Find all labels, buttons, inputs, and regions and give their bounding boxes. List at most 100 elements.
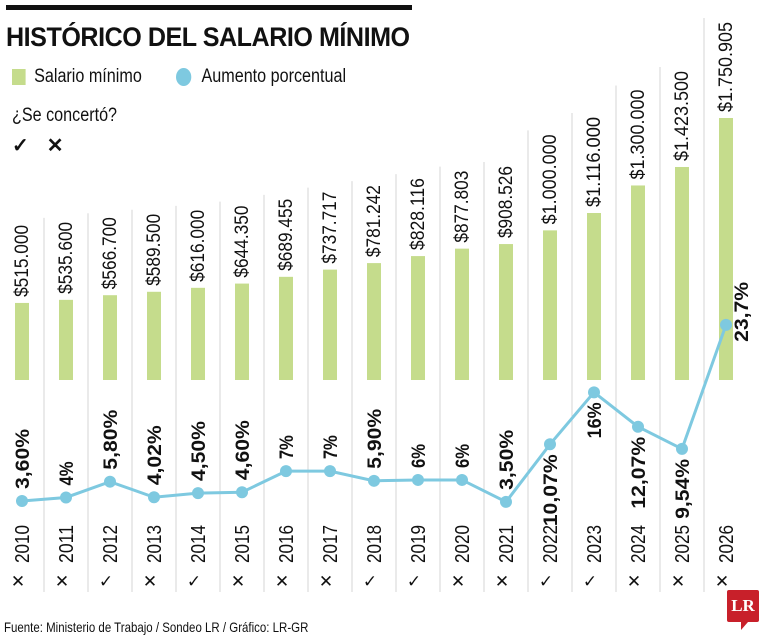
point-2026	[720, 318, 732, 331]
bar-2020	[455, 248, 469, 380]
point-2018	[368, 474, 380, 487]
lr-logo: LR	[727, 590, 759, 630]
point-2013	[148, 491, 160, 504]
bar-label-2024: $1.300.000	[628, 89, 649, 179]
bar-label-2021: $908.526	[496, 166, 517, 238]
top-rule	[6, 5, 412, 10]
cross-icon: ✕	[319, 572, 333, 592]
bar-2019	[411, 256, 425, 380]
legend-item-aumento: Aumento porcentual	[176, 66, 346, 88]
year-label-2017: 2017	[320, 525, 342, 563]
legend-label: Aumento porcentual	[201, 66, 347, 87]
year-label-2018: 2018	[364, 525, 386, 563]
chart-title: HISTÓRICO DEL SALARIO MÍNIMO	[6, 22, 410, 52]
point-2019	[412, 473, 424, 486]
point-2011	[60, 491, 72, 504]
point-2021	[500, 495, 512, 508]
percent-label-2022: 10,07%	[541, 454, 562, 526]
cross-icon: ✕	[55, 572, 69, 592]
bar-label-2026: $1.750.905	[716, 22, 737, 112]
year-label-2019: 2019	[408, 525, 430, 563]
point-2022	[544, 438, 556, 451]
percent-label-2015: 4,60%	[233, 420, 254, 480]
point-2010	[16, 494, 28, 507]
legend-swatch-dot	[176, 68, 192, 86]
check-icon: ✓	[539, 572, 553, 592]
bar-2011	[59, 299, 73, 380]
source-note: Fuente: Ministerio de Trabajo / Sondeo L…	[4, 619, 309, 635]
cross-icon: ✕	[143, 572, 157, 592]
bar-2018	[367, 263, 381, 380]
year-label-2023: 2023	[584, 525, 606, 563]
point-2014	[192, 487, 204, 500]
cross-icon: ✕	[11, 572, 25, 592]
bar-label-2019: $828.116	[408, 178, 429, 250]
point-2012	[104, 475, 116, 488]
cross-icon: ✕	[451, 572, 465, 592]
cross-icon: ✕	[46, 135, 64, 157]
check-icon: ✓	[12, 135, 29, 157]
bar-2014	[191, 287, 205, 380]
bar-2023	[587, 213, 601, 380]
percent-label-2021: 3,50%	[497, 430, 518, 490]
cross-icon: ✕	[627, 572, 641, 592]
point-2023	[588, 386, 600, 399]
cross-icon: ✕	[671, 572, 685, 592]
year-label-2015: 2015	[232, 525, 254, 563]
check-icon: ✓	[363, 572, 377, 592]
percent-label-2017: 7%	[321, 435, 342, 459]
percent-label-2020: 6%	[453, 444, 474, 468]
year-label-2024: 2024	[628, 525, 650, 563]
bar-2010	[15, 302, 29, 380]
concert-key: ✓ ✕	[12, 133, 64, 158]
point-2024	[632, 420, 644, 433]
year-label-2016: 2016	[276, 525, 298, 563]
check-icon: ✓	[187, 572, 201, 592]
legend-swatch-bar	[12, 69, 26, 85]
year-label-2014: 2014	[188, 525, 210, 563]
check-icon: ✓	[99, 572, 113, 592]
point-2016	[280, 465, 292, 478]
bar-label-2020: $877.803	[452, 171, 473, 243]
year-label-2020: 2020	[452, 525, 474, 563]
bar-label-2016: $689.455	[276, 199, 297, 271]
percent-label-2018: 5,90%	[365, 409, 386, 469]
cross-icon: ✕	[715, 572, 729, 592]
percent-label-2013: 4,02%	[145, 425, 166, 485]
bar-2013	[147, 291, 161, 380]
point-2025	[676, 442, 688, 455]
bar-label-2022: $1.000.000	[540, 134, 561, 224]
check-icon: ✓	[407, 572, 421, 592]
bar-label-2023: $1.116.000	[584, 117, 605, 207]
percent-label-2011: 4%	[57, 461, 78, 485]
point-2015	[236, 486, 248, 499]
bar-2025	[675, 166, 689, 380]
bar-label-2025: $1.423.500	[672, 71, 693, 161]
point-2017	[324, 465, 336, 478]
percent-label-2014: 4,50%	[189, 421, 210, 481]
year-label-2013: 2013	[144, 525, 166, 563]
year-label-2025: 2025	[672, 525, 694, 563]
legend-label: Salario mínimo	[34, 66, 142, 87]
year-label-2011: 2011	[56, 525, 78, 563]
bar-2026	[719, 118, 733, 380]
year-label-2021: 2021	[496, 525, 518, 563]
percent-label-2019: 6%	[409, 444, 430, 468]
cross-icon: ✕	[231, 572, 245, 592]
bar-label-2014: $616.000	[188, 210, 209, 282]
bar-2015	[235, 283, 249, 380]
legend-item-salario: Salario mínimo	[12, 66, 142, 88]
year-label-2022: 2022	[540, 525, 562, 563]
year-label-2010: 2010	[12, 525, 34, 563]
bar-2022	[543, 230, 557, 380]
bar-label-2015: $644.350	[232, 206, 253, 278]
check-icon: ✓	[583, 572, 597, 592]
bar-label-2013: $589.500	[144, 214, 165, 286]
year-label-2012: 2012	[100, 525, 122, 563]
bar-label-2018: $781.242	[364, 185, 385, 257]
bar-label-2017: $737.717	[320, 192, 341, 264]
percent-label-2010: 3,60%	[13, 429, 34, 489]
concert-question: ¿Se concertó?	[12, 105, 118, 126]
cross-icon: ✕	[275, 572, 289, 592]
